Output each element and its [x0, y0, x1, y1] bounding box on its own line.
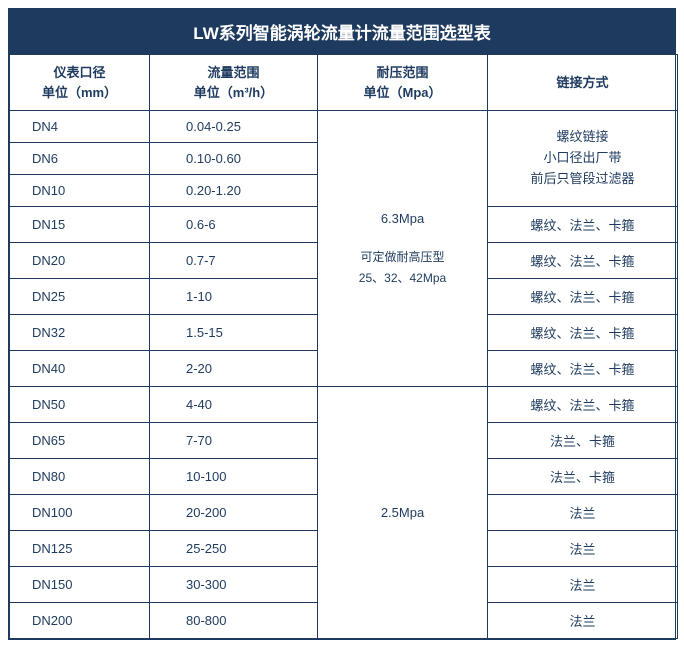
table-title: LW系列智能涡轮流量计流量范围选型表 [9, 9, 675, 54]
header-flow-l1: 流量范围 [207, 65, 259, 80]
header-flow: 流量范围 单位（m³/h） [150, 55, 318, 111]
cell-conn: 螺纹、法兰、卡箍 [488, 315, 678, 351]
cell-conn: 法兰 [488, 531, 678, 567]
header-flow-l2: 单位（m³/h） [194, 85, 273, 100]
header-connection-text: 链接方式 [556, 75, 608, 90]
cell-dn: DN80 [10, 459, 150, 495]
header-diameter-l2: 单位（mm） [42, 85, 117, 100]
cell-range: 0.20-1.20 [150, 175, 318, 207]
cell-dn: DN20 [10, 243, 150, 279]
header-diameter: 仪表口径 单位（mm） [10, 55, 150, 111]
cell-range: 20-200 [150, 495, 318, 531]
cell-range: 25-250 [150, 531, 318, 567]
cell-range: 0.10-0.60 [150, 143, 318, 175]
cell-range: 1-10 [150, 279, 318, 315]
cell-dn: DN50 [10, 387, 150, 423]
data-table: 仪表口径 单位（mm） 流量范围 单位（m³/h） 耐压范围 单位（Mpa） 链… [9, 54, 678, 639]
cell-pressure-2: 2.5Mpa [318, 387, 488, 639]
cell-range: 10-100 [150, 459, 318, 495]
cell-range: 2-20 [150, 351, 318, 387]
header-pressure-l1: 耐压范围 [376, 65, 428, 80]
cell-range: 4-40 [150, 387, 318, 423]
cell-dn: DN6 [10, 143, 150, 175]
cell-range: 0.04-0.25 [150, 111, 318, 143]
cell-dn: DN65 [10, 423, 150, 459]
cell-dn: DN25 [10, 279, 150, 315]
cell-dn: DN32 [10, 315, 150, 351]
table-row: DN4 0.04-0.25 6.3Mpa 可定做耐高压型 25、32、42Mpa… [10, 111, 678, 143]
cell-dn: DN100 [10, 495, 150, 531]
pressure1-main: 6.3Mpa [322, 207, 483, 230]
conn-thread-l1: 螺纹链接 [492, 127, 673, 148]
cell-range: 30-300 [150, 567, 318, 603]
cell-conn: 法兰 [488, 603, 678, 639]
cell-conn: 法兰、卡箍 [488, 423, 678, 459]
cell-conn: 螺纹、法兰、卡箍 [488, 279, 678, 315]
spec-table: LW系列智能涡轮流量计流量范围选型表 仪表口径 单位（mm） 流量范围 单位（m… [8, 8, 676, 640]
cell-conn: 法兰 [488, 495, 678, 531]
pressure1-sub1: 可定做耐高压型 [322, 247, 483, 269]
cell-range: 80-800 [150, 603, 318, 639]
cell-conn: 螺纹、法兰、卡箍 [488, 351, 678, 387]
cell-conn: 螺纹、法兰、卡箍 [488, 243, 678, 279]
table-row: DN50 4-40 2.5Mpa 螺纹、法兰、卡箍 [10, 387, 678, 423]
cell-conn: 螺纹、法兰、卡箍 [488, 387, 678, 423]
cell-dn: DN4 [10, 111, 150, 143]
cell-dn: DN10 [10, 175, 150, 207]
cell-conn-thread: 螺纹链接 小口径出厂带 前后只管段过滤器 [488, 111, 678, 207]
cell-range: 1.5-15 [150, 315, 318, 351]
cell-conn: 法兰、卡箍 [488, 459, 678, 495]
conn-thread-l3: 前后只管段过滤器 [492, 169, 673, 190]
cell-range: 0.6-6 [150, 207, 318, 243]
cell-range: 0.7-7 [150, 243, 318, 279]
cell-dn: DN40 [10, 351, 150, 387]
header-row: 仪表口径 单位（mm） 流量范围 单位（m³/h） 耐压范围 单位（Mpa） 链… [10, 55, 678, 111]
cell-conn: 法兰 [488, 567, 678, 603]
cell-dn: DN150 [10, 567, 150, 603]
cell-pressure-1: 6.3Mpa 可定做耐高压型 25、32、42Mpa [318, 111, 488, 387]
cell-dn: DN200 [10, 603, 150, 639]
cell-dn: DN15 [10, 207, 150, 243]
header-pressure-l2: 单位（Mpa） [363, 85, 441, 100]
cell-dn: DN125 [10, 531, 150, 567]
pressure1-sub2: 25、32、42Mpa [322, 268, 483, 290]
header-connection: 链接方式 [488, 55, 678, 111]
conn-thread-l2: 小口径出厂带 [492, 148, 673, 169]
cell-range: 7-70 [150, 423, 318, 459]
cell-conn: 螺纹、法兰、卡箍 [488, 207, 678, 243]
header-diameter-l1: 仪表口径 [53, 65, 105, 80]
header-pressure: 耐压范围 单位（Mpa） [318, 55, 488, 111]
